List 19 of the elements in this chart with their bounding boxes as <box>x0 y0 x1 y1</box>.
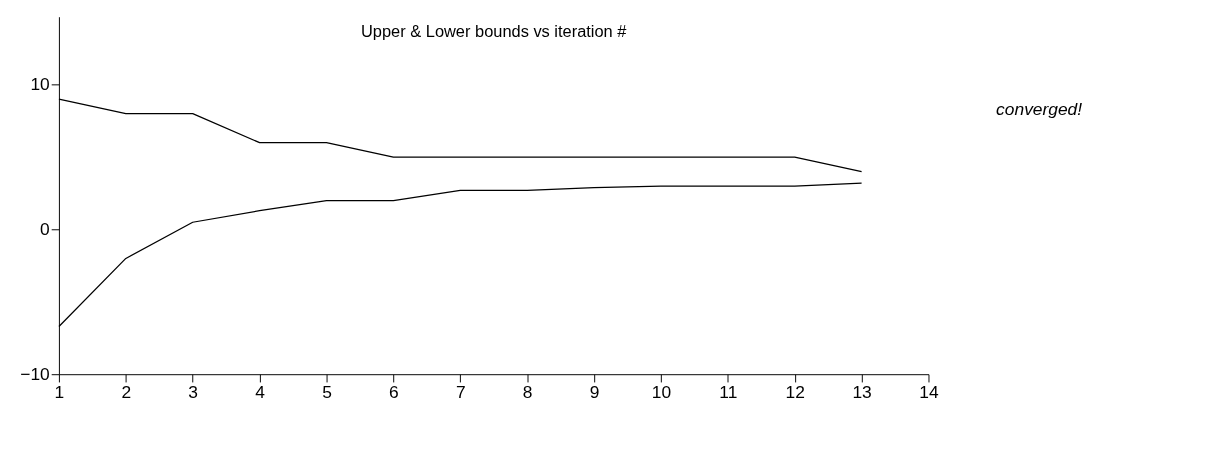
x-tick-label: 12 <box>785 381 805 402</box>
x-tick-label: 3 <box>188 381 199 402</box>
chart-title: Upper & Lower bounds vs iteration # <box>361 22 628 41</box>
x-tick-label: 2 <box>121 381 132 402</box>
x-tick-label: 6 <box>389 381 399 402</box>
text: converged! <box>996 98 1083 119</box>
x-tick-label: 13 <box>852 381 872 402</box>
y-tick-label: 10 <box>30 74 50 95</box>
x-tick-label: 10 <box>651 381 672 402</box>
x-tick-label: 11 <box>719 381 738 402</box>
x-tick-label: 1 <box>54 381 65 402</box>
x-tick-label: 7 <box>455 381 466 402</box>
y-tick-label: 0 <box>40 218 50 239</box>
x-tick-label: 5 <box>322 381 332 402</box>
x-tick-label: 14 <box>919 381 939 402</box>
y-tick-label: −10 <box>20 363 50 384</box>
x-tick-label: 9 <box>589 381 600 402</box>
x-tick-label: 4 <box>255 381 266 402</box>
x-tick-label: 8 <box>522 381 533 402</box>
